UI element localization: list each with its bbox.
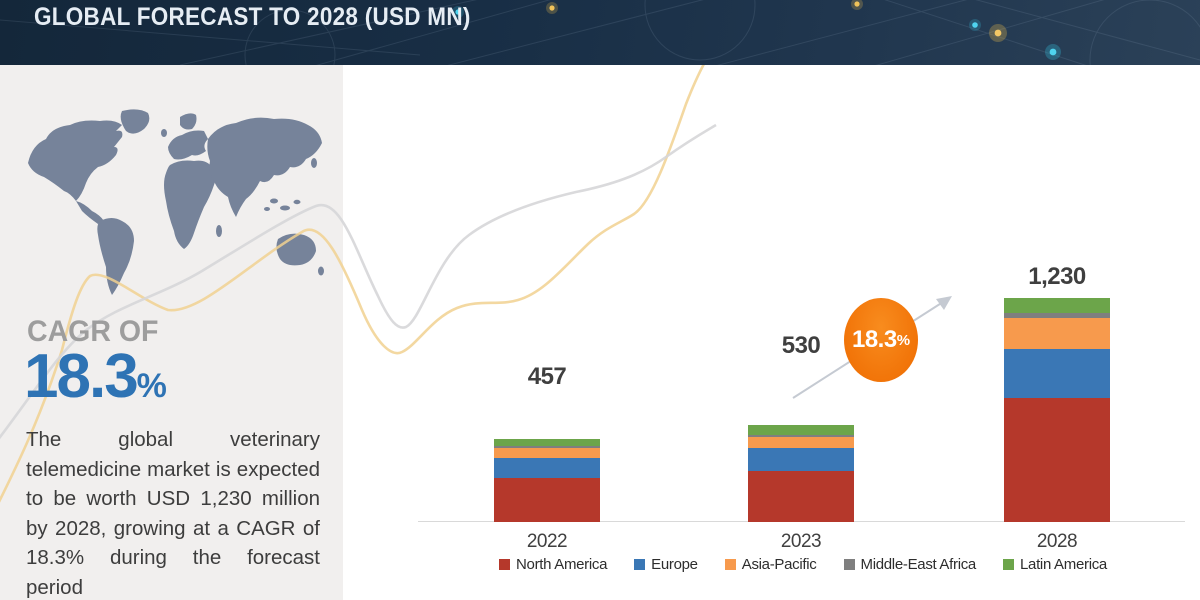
legend-swatch-asia-pacific	[724, 559, 736, 570]
legend-item-middle-east-africa: Middle-East Africa	[843, 556, 977, 573]
legend-label-middle-east-africa: Middle-East Africa	[860, 556, 977, 573]
bar-2023	[748, 425, 854, 522]
callout-value: 18.3	[851, 326, 897, 353]
segment-2028-north-america	[1004, 397, 1110, 522]
segment-2022-asia-pacific	[494, 448, 600, 459]
axis-label-2028: 2028	[1036, 531, 1078, 552]
segment-2028-europe	[1004, 348, 1110, 398]
legend-item-asia-pacific: Asia-Pacific	[724, 556, 817, 573]
bar-2028	[1004, 297, 1110, 522]
segment-2022-latin-america	[494, 438, 600, 447]
legend-swatch-latin-america	[1002, 559, 1014, 570]
total-label-2022: 457	[527, 363, 567, 390]
segment-2023-north-america	[748, 470, 854, 522]
callout-percent-sign: %	[896, 331, 911, 349]
legend-swatch-europe	[634, 559, 646, 570]
legend-label-north-america: North America	[516, 556, 608, 573]
cagr-callout-bubble: 18.3%	[844, 298, 918, 382]
legend-item-north-america: North America	[499, 556, 607, 573]
segment-2023-europe	[748, 448, 854, 471]
page-title: GLOBAL FORECAST TO 2028 (USD MN)	[34, 3, 471, 31]
axis-label-2022: 2022	[526, 531, 568, 552]
header-banner: GLOBAL FORECAST TO 2028 (USD MN)	[0, 0, 1200, 65]
segment-2028-middle-east-africa	[1004, 312, 1110, 318]
axis-label-2023: 2023	[780, 531, 822, 552]
legend-label-asia-pacific: Asia-Pacific	[741, 556, 817, 573]
segment-2023-middle-east-africa	[748, 434, 854, 437]
legend-swatch-north-america	[499, 559, 511, 570]
segment-2023-latin-america	[748, 425, 854, 435]
total-label-2028: 1,230	[1028, 263, 1086, 290]
segment-2022-europe	[494, 458, 600, 479]
total-label-2023: 530	[781, 332, 821, 359]
legend-item-latin-america: Latin America	[1002, 556, 1107, 573]
chart-legend: North America Europe Asia-Pacific Middle-Ea…	[418, 556, 1188, 573]
legend-label-europe: Europe	[651, 556, 698, 573]
segment-2028-latin-america	[1004, 297, 1110, 313]
segment-2023-asia-pacific	[748, 436, 854, 449]
legend-item-europe: Europe	[634, 556, 698, 573]
bar-2022	[494, 438, 600, 522]
legend-label-latin-america: Latin America	[1019, 556, 1107, 573]
segment-2022-north-america	[494, 478, 600, 522]
segment-2028-asia-pacific	[1004, 317, 1110, 349]
legend-swatch-middle-east-africa	[843, 559, 855, 570]
